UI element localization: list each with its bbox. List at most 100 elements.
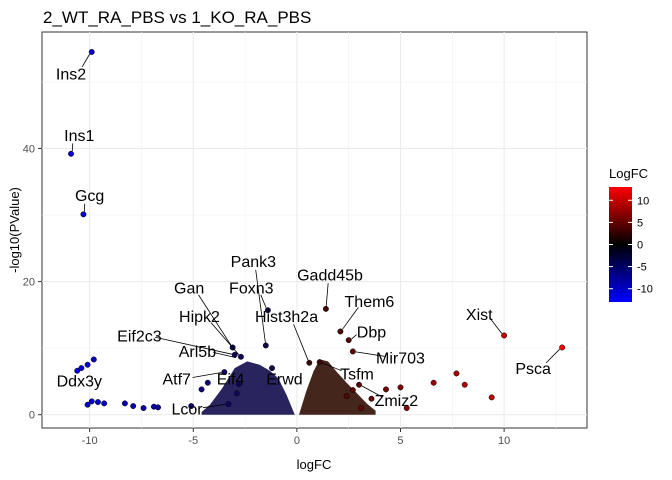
gene-label: Hist3h2a — [255, 309, 318, 326]
data-point — [188, 403, 195, 409]
data-point — [349, 387, 356, 394]
gene-label: Tsfm — [340, 366, 374, 383]
x-tick-label: -5 — [188, 435, 198, 447]
gene-labels: Ins2 Ins1 Gcg Pank3 Gadd45b Gan Foxn3 Them6 Hipk… — [56, 53, 560, 419]
label-leader-line — [81, 53, 90, 68]
gene-label: Atf7 — [162, 372, 191, 389]
data-point — [88, 49, 95, 55]
y-axis-title: -log10(PValue) — [7, 187, 22, 273]
data-point — [262, 342, 269, 349]
data-point — [90, 356, 97, 363]
data-point — [316, 359, 323, 366]
data-point — [155, 404, 161, 411]
data-point — [461, 381, 468, 388]
gene-label: Zmiz2 — [375, 393, 419, 410]
x-tick-label: -10 — [82, 435, 98, 447]
data-point — [130, 403, 137, 409]
label-leader-line — [545, 348, 560, 364]
gene-label: Foxn3 — [229, 281, 274, 298]
data-point — [269, 365, 275, 372]
color-legend: LogFC 10 5 0 -5 -10 — [609, 166, 653, 302]
label-leader-line — [260, 294, 267, 308]
data-point — [95, 399, 101, 405]
label-leader-line — [71, 143, 74, 152]
label-leader-line — [202, 403, 226, 409]
x-axis-title: logFC — [297, 457, 332, 472]
legend-colorbar — [609, 187, 632, 302]
legend-ticks: 10 5 0 -5 -10 — [609, 195, 653, 296]
gene-label: Mir703 — [376, 350, 425, 367]
data-point — [78, 365, 85, 372]
data-point — [221, 369, 228, 376]
label-leader-line — [361, 385, 382, 397]
dense-points-downregulated — [201, 361, 295, 415]
data-point — [356, 381, 363, 388]
data-point — [403, 405, 410, 411]
x-tick-label: 10 — [498, 435, 510, 447]
label-leader-line — [210, 322, 240, 355]
x-tick-label: 0 — [294, 435, 300, 447]
chart-title: 2_WT_RA_PBS vs 1_KO_RA_PBS — [43, 8, 311, 27]
data-point — [198, 386, 205, 393]
label-leader-line — [325, 283, 329, 306]
data-point — [264, 307, 271, 314]
gene-label: Ddx3y — [57, 374, 102, 391]
data-point — [88, 398, 95, 405]
gene-label: Erwd — [266, 372, 302, 389]
y-tick-label: 20 — [23, 277, 35, 289]
data-point — [237, 353, 244, 360]
label-leader-line — [322, 362, 342, 372]
data-point — [488, 394, 495, 401]
label-leader-line — [154, 336, 232, 355]
data-point — [80, 211, 87, 218]
label-leader-line — [192, 372, 222, 378]
gene-label: Ins2 — [56, 66, 86, 83]
label-leader-line — [198, 294, 232, 346]
data-point — [322, 305, 329, 312]
data-point — [358, 405, 365, 411]
label-leader-line — [255, 269, 266, 343]
x-axis: -10 -5 0 5 10 — [82, 428, 510, 447]
gene-label: Gan — [174, 281, 204, 298]
data-point — [84, 401, 91, 408]
gene-label: Eif2c3 — [117, 328, 162, 345]
data-point — [204, 379, 211, 386]
dense-points-upregulated — [299, 359, 376, 415]
legend-tick-label: 0 — [637, 240, 643, 252]
y-tick-label: 40 — [23, 143, 35, 155]
legend-tick-label: -10 — [637, 284, 653, 296]
gene-label: Pank3 — [231, 254, 276, 271]
legend-tick-label: 5 — [637, 217, 643, 229]
gene-label: Hipk2 — [179, 309, 220, 326]
data-point — [121, 400, 128, 407]
data-point — [345, 337, 352, 344]
gene-label: Ins1 — [64, 128, 94, 145]
y-tick-label: 0 — [29, 410, 35, 422]
gene-label: Them6 — [345, 294, 395, 311]
data-point — [68, 150, 74, 157]
data-point — [501, 332, 508, 339]
data-point — [559, 344, 566, 351]
x-tick-label: 5 — [397, 435, 403, 447]
y-axis: 0 20 40 — [23, 143, 42, 422]
data-point — [306, 359, 313, 366]
data-point — [225, 401, 232, 407]
data-point — [383, 386, 389, 393]
data-point — [397, 384, 404, 391]
label-leader-line — [351, 334, 357, 340]
data-point — [235, 381, 242, 388]
label-leader-line — [491, 319, 503, 334]
gene-label: Dbp — [357, 324, 386, 341]
gene-label: Psca — [515, 361, 551, 378]
gene-label: Eif4 — [217, 372, 245, 389]
legend-tick-label: 10 — [637, 195, 649, 207]
data-point — [343, 393, 350, 400]
data-point — [233, 390, 240, 397]
gene-label: Lcor — [171, 402, 203, 419]
data-point — [337, 328, 344, 335]
label-leader-line — [342, 307, 359, 330]
data-point — [368, 395, 375, 402]
data-point — [101, 400, 108, 407]
legend-title: LogFC — [609, 166, 648, 181]
